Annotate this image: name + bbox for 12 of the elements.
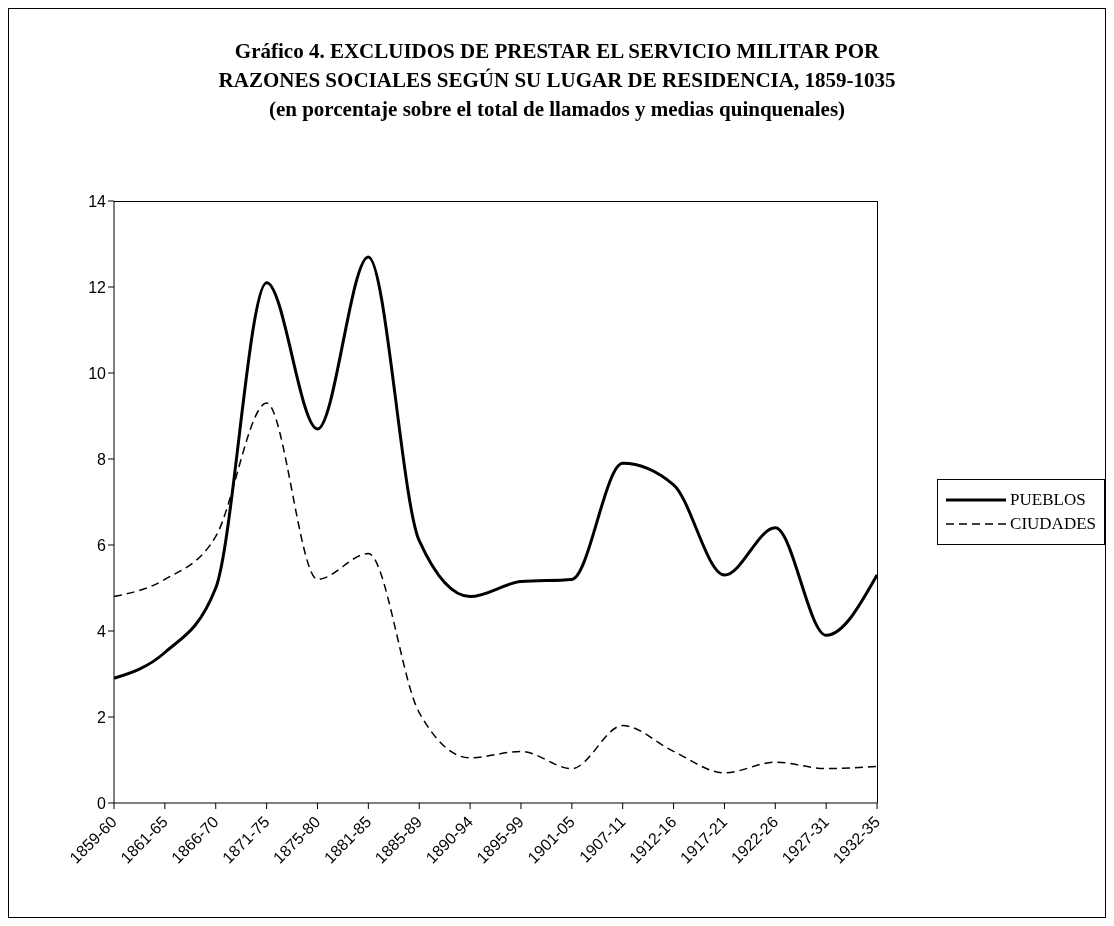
y-tick-label: 2 bbox=[97, 708, 107, 726]
y-tick-label: 8 bbox=[97, 450, 107, 468]
y-tick-label: 14 bbox=[88, 192, 107, 210]
y-tick-label: 12 bbox=[88, 278, 107, 296]
chart-subtitle: (en porcentaje sobre el total de llamados y medias quinquenales) bbox=[267, 96, 847, 123]
y-tick-label: 10 bbox=[88, 364, 107, 382]
legend-label: PUEBLOS bbox=[1010, 490, 1086, 510]
y-tick-label: 6 bbox=[97, 536, 107, 554]
legend-label: CIUDADES bbox=[1010, 514, 1096, 534]
chart-title: Gráfico 4. EXCLUIDOS DE PRESTAR EL SERVICIO MILITAR POR RAZONES SOCIALES SEGÚN SU LUGAR DE RESIDENCIA, 1859-1035 bbox=[217, 38, 897, 94]
y-tick-label: 4 bbox=[97, 622, 107, 640]
y-tick-label: 0 bbox=[97, 794, 107, 812]
